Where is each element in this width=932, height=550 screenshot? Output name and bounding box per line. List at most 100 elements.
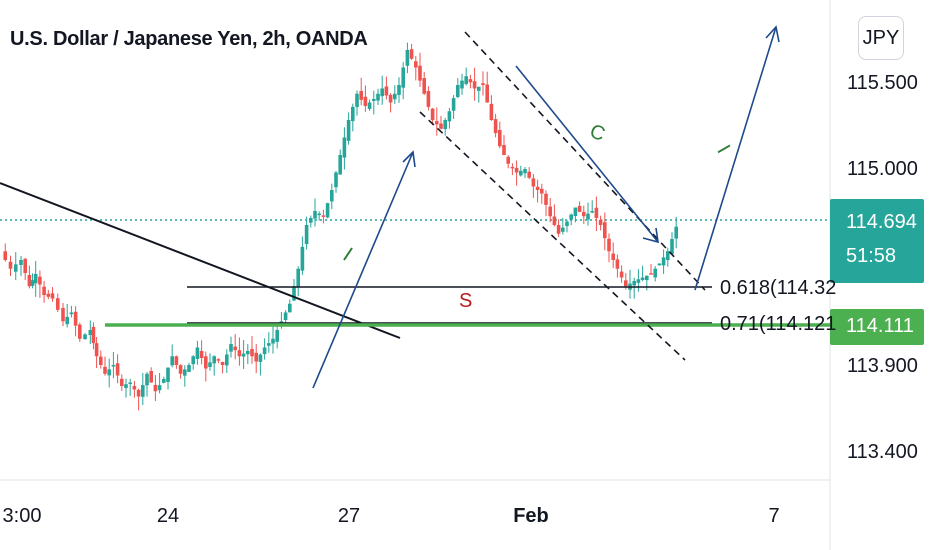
candle-down (321, 215, 326, 217)
candle-up (162, 379, 166, 383)
arrow-up-right[interactable] (694, 25, 780, 291)
candle-up (317, 213, 321, 216)
candle-up (183, 369, 187, 376)
candle-down (27, 274, 32, 287)
candle-up (565, 221, 569, 227)
trendline[interactable] (0, 182, 401, 339)
candle-down (535, 186, 540, 190)
time-tick: 3:00 (2, 505, 42, 527)
candle-up (262, 347, 267, 355)
candle-up (292, 286, 296, 301)
candle-down (615, 259, 620, 269)
candle-down (178, 365, 183, 374)
candle-down (414, 61, 418, 68)
candle-down (78, 324, 82, 339)
fib-71-label: 0.71(114.121 (720, 313, 837, 335)
candle-up (271, 338, 275, 344)
candle-up (241, 353, 246, 357)
candle-up (300, 246, 305, 271)
candle-up (258, 354, 263, 362)
candle-up (19, 260, 23, 265)
candle-down (624, 280, 628, 287)
candle-down (103, 366, 107, 374)
green-level-badge: 114.111 (830, 309, 924, 345)
candle-up (397, 85, 401, 95)
candle-down (611, 253, 615, 260)
candle-down (99, 356, 103, 365)
candle-up (670, 239, 674, 255)
candle-up (141, 385, 145, 397)
candle-down (384, 86, 389, 96)
candle-down (510, 166, 515, 169)
candle-up (30, 280, 35, 286)
arrow-up-left[interactable] (312, 150, 416, 389)
time-tick: 24 (156, 505, 180, 527)
wave-mark (343, 247, 353, 261)
candle-up (569, 214, 573, 220)
candle-down (548, 206, 552, 217)
candle-down (61, 307, 65, 322)
bar-countdown: 51:58 (846, 245, 897, 267)
fib-618-label: 0.618(114.32 (720, 277, 837, 299)
candle-down (174, 356, 179, 365)
candle-up (657, 263, 662, 266)
candle-down (649, 273, 653, 275)
candle-up (346, 120, 351, 141)
candle-down (216, 359, 221, 361)
candle-down (422, 78, 426, 94)
arrow-down-c[interactable] (515, 65, 659, 244)
time-tick: Feb (513, 505, 549, 527)
price-tick: 113.400 (847, 441, 918, 463)
candle-up (107, 369, 111, 376)
candle-down (91, 326, 96, 344)
candle-down (233, 346, 237, 351)
candle-up (372, 99, 376, 101)
candle-up (267, 343, 271, 346)
candle-down (607, 238, 611, 252)
candle-up (124, 384, 128, 388)
candle-up (636, 279, 641, 283)
candle-down (38, 276, 42, 285)
candle-up (645, 275, 649, 281)
candle-up (187, 365, 191, 372)
candle-up (83, 334, 87, 340)
candle-up (296, 268, 300, 288)
candle-down (430, 108, 435, 120)
candle-up (69, 312, 74, 315)
candle-up (376, 93, 380, 101)
candle-down (506, 156, 510, 164)
candle-down (153, 384, 158, 392)
last-price-value: 114.694 (846, 211, 917, 233)
candle-down (468, 79, 473, 83)
candle-up (170, 356, 174, 366)
candle-up (401, 67, 405, 88)
candle-up (393, 93, 397, 100)
candle-up (330, 190, 334, 202)
price-tick: 115.000 (847, 158, 918, 180)
candle-down (439, 123, 443, 129)
channel-lower[interactable] (419, 111, 686, 361)
candle-up (666, 251, 670, 261)
candle-up (145, 373, 149, 386)
price-tick: 113.900 (847, 355, 918, 377)
candle-down (493, 119, 498, 134)
candle-down (250, 348, 254, 357)
currency-button[interactable]: JPY (858, 16, 904, 60)
chart-grid (0, 0, 831, 550)
channel-upper[interactable] (464, 31, 706, 291)
candle-down (199, 350, 204, 358)
candle-down (50, 293, 55, 299)
candle-down (556, 225, 561, 234)
candle-down (418, 65, 422, 81)
candle-up (229, 344, 233, 352)
candle-down (435, 121, 439, 125)
candle-down (409, 49, 414, 59)
price-tick: 115.500 (847, 72, 918, 94)
candle-up (451, 98, 456, 111)
candle-up (519, 170, 523, 176)
candle-down (481, 83, 485, 85)
candle-down (8, 261, 13, 269)
candle-down (3, 251, 8, 260)
candle-down (254, 352, 258, 362)
